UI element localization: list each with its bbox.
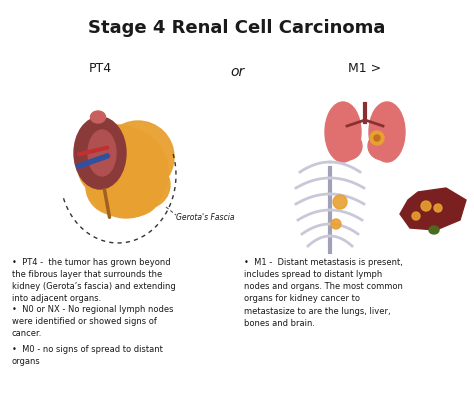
Ellipse shape [91, 111, 106, 123]
Ellipse shape [100, 173, 160, 217]
Ellipse shape [325, 102, 361, 162]
Ellipse shape [368, 132, 398, 160]
Text: •  N0 or NX - No regional lymph nodes
were identified or showed signs of
cancer.: • N0 or NX - No regional lymph nodes wer… [12, 305, 173, 338]
Circle shape [331, 219, 341, 229]
Text: M1 >: M1 > [348, 62, 382, 75]
Text: PT4: PT4 [89, 62, 111, 75]
Circle shape [434, 204, 442, 212]
Ellipse shape [118, 161, 170, 209]
Ellipse shape [332, 132, 362, 160]
Circle shape [412, 212, 420, 220]
Ellipse shape [74, 117, 126, 189]
Ellipse shape [369, 102, 405, 162]
Circle shape [374, 135, 380, 141]
Text: •  PT4 -  the tumor has grown beyond
the fibrous layer that surrounds the
kidney: • PT4 - the tumor has grown beyond the f… [12, 258, 176, 303]
FancyArrowPatch shape [79, 148, 107, 154]
Ellipse shape [78, 139, 130, 195]
Text: Stage 4 Renal Cell Carcinoma: Stage 4 Renal Cell Carcinoma [88, 19, 386, 37]
Circle shape [370, 131, 384, 145]
Circle shape [421, 201, 431, 211]
Ellipse shape [102, 121, 174, 193]
Text: or: or [230, 65, 244, 79]
Ellipse shape [90, 125, 146, 169]
Ellipse shape [88, 130, 116, 176]
Text: •  M1 -  Distant metastasis is present,
includes spread to distant lymph
nodes a: • M1 - Distant metastasis is present, in… [244, 258, 403, 328]
FancyArrowPatch shape [104, 190, 109, 217]
Circle shape [333, 195, 347, 209]
Ellipse shape [429, 226, 439, 234]
Ellipse shape [84, 128, 168, 218]
FancyArrowPatch shape [79, 156, 108, 166]
Polygon shape [400, 188, 466, 230]
Text: •  M0 - no signs of spread to distant
organs: • M0 - no signs of spread to distant org… [12, 345, 163, 366]
Ellipse shape [86, 159, 146, 215]
Text: Gerota's Fascia: Gerota's Fascia [176, 212, 235, 222]
